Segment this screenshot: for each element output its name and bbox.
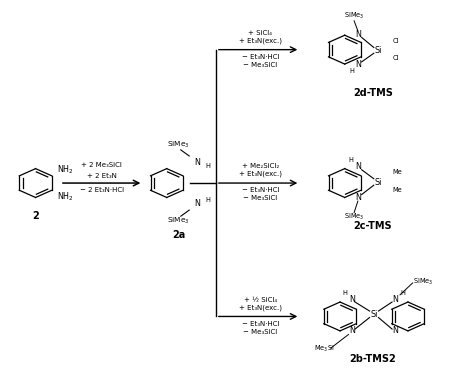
Text: + 2 Et₃N: + 2 Et₃N (87, 173, 117, 179)
Text: − Me₃SiCl: − Me₃SiCl (243, 195, 278, 201)
Text: N: N (349, 326, 355, 335)
Text: N: N (194, 158, 200, 167)
Text: + Et₃N(exc.): + Et₃N(exc.) (239, 171, 282, 177)
Text: SiMe$_3$: SiMe$_3$ (344, 11, 365, 21)
Text: Si: Si (375, 46, 382, 55)
Text: N: N (392, 295, 398, 304)
Text: 2c-TMS: 2c-TMS (354, 221, 392, 231)
Text: N: N (355, 193, 361, 202)
Text: H: H (205, 197, 210, 203)
Text: + 2 Me₃SiCl: + 2 Me₃SiCl (81, 162, 122, 168)
Text: N: N (194, 200, 200, 208)
Text: Si: Si (370, 310, 377, 319)
Text: + Et₃N(exc.): + Et₃N(exc.) (239, 37, 282, 44)
Text: H: H (349, 68, 354, 74)
Text: Me$_3$Si: Me$_3$Si (314, 344, 335, 354)
Text: Me: Me (392, 187, 402, 193)
Text: − Et₃N·HCl: − Et₃N·HCl (242, 187, 279, 193)
Text: Me: Me (392, 169, 402, 175)
Text: − 2 Et₃N·HCl: − 2 Et₃N·HCl (80, 187, 124, 193)
Text: NH$_2$: NH$_2$ (57, 163, 73, 176)
Text: − Et₃N·HCl: − Et₃N·HCl (242, 54, 279, 60)
Text: H: H (343, 290, 347, 296)
Text: − Me₃SiCl: − Me₃SiCl (243, 62, 278, 68)
Text: H: H (348, 157, 353, 163)
Text: N: N (392, 326, 398, 335)
Text: SiMe$_3$: SiMe$_3$ (167, 140, 190, 150)
Text: 2a: 2a (172, 230, 185, 240)
Text: 2: 2 (32, 211, 39, 221)
Text: SiMe$_3$: SiMe$_3$ (167, 216, 190, 226)
Text: + Me₂SiCl₂: + Me₂SiCl₂ (242, 163, 279, 169)
Text: N: N (355, 60, 361, 69)
Text: SiMe$_3$: SiMe$_3$ (413, 277, 433, 287)
Text: Cl: Cl (392, 55, 399, 61)
Text: N: N (349, 295, 355, 304)
Text: + SiCl₄: + SiCl₄ (248, 30, 273, 36)
Text: − Et₃N·HCl: − Et₃N·HCl (242, 321, 279, 327)
Text: NH$_2$: NH$_2$ (57, 190, 73, 203)
Text: H: H (205, 163, 210, 169)
Text: − Me₃SiCl: − Me₃SiCl (243, 329, 278, 335)
Text: N: N (355, 30, 361, 39)
Text: Si: Si (375, 178, 382, 187)
Text: 2b-TMS2: 2b-TMS2 (349, 354, 396, 364)
Text: H: H (401, 290, 405, 296)
Text: + ½ SiCl₄: + ½ SiCl₄ (244, 297, 277, 303)
Text: 2d-TMS: 2d-TMS (353, 87, 393, 97)
Text: Cl: Cl (392, 38, 399, 44)
Text: SiMe$_3$: SiMe$_3$ (344, 212, 365, 223)
Text: N: N (355, 162, 361, 171)
Text: + Et₃N(exc.): + Et₃N(exc.) (239, 304, 282, 311)
